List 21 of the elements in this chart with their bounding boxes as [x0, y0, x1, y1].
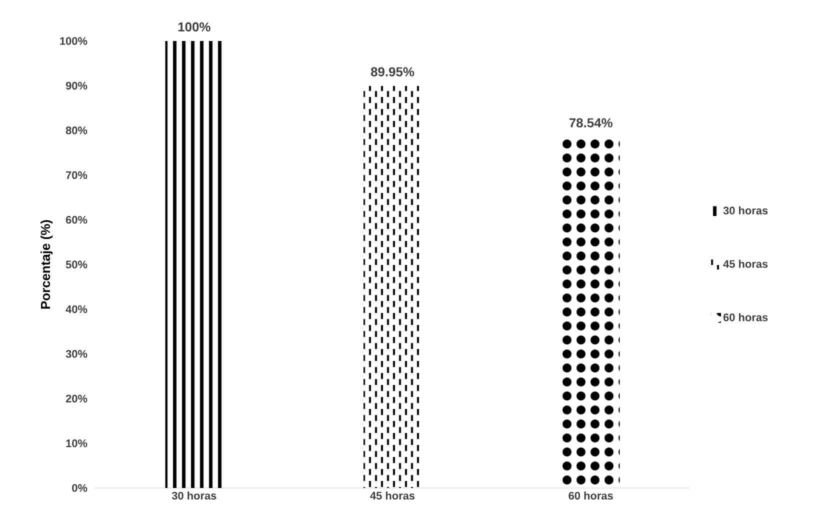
data-label: 78.54%: [569, 118, 612, 128]
text: 45 horas: [723, 260, 768, 268]
y-tick-label: 60%: [66, 216, 88, 224]
y-tick-label: 10%: [66, 439, 88, 448]
y-tick-label: 30%: [66, 350, 88, 358]
data-label: 100%: [178, 22, 210, 32]
x-tick-label: 60 horas: [568, 492, 613, 500]
y-axis-title: Porcentaje (%): [40, 220, 53, 309]
x-tick-label: 45 horas: [370, 492, 415, 500]
y-tick-label: 40%: [66, 305, 88, 314]
text: 30 horas: [723, 206, 768, 214]
y-tick-label: 70%: [66, 171, 88, 179]
data-label: 89.95%: [370, 67, 414, 76]
x-tick-label: 30 horas: [172, 492, 216, 500]
y-tick-label: 80%: [66, 126, 88, 134]
y-tick-label: 90%: [66, 82, 88, 90]
y-tick-label: 100%: [60, 37, 88, 45]
y-tick-label: 50%: [66, 260, 88, 268]
y-tick-label: 20%: [66, 394, 88, 402]
text: 60 horas: [723, 313, 768, 322]
y-tick-label: 0%: [72, 484, 88, 492]
